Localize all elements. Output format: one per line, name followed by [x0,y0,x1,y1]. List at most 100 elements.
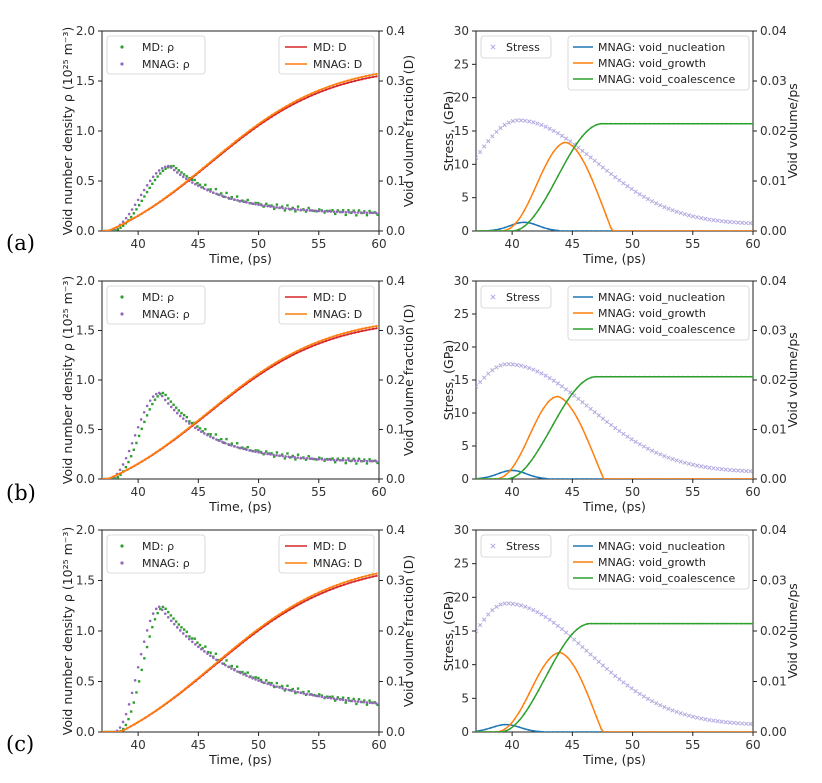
coalescence-point [696,122,699,125]
md-rho-point [220,192,223,195]
md-rho-point [188,420,191,423]
stress-point [633,689,638,694]
nucleation-line [476,723,753,732]
chart-a-left: 40 45 50 55 600.00.51.01.52.00.00.10.20.30.4… [60,24,416,266]
mnag-D-point [368,574,371,577]
md-rho-point [254,449,257,452]
mnag-rho-point [172,408,176,412]
md-rho-point [257,201,260,205]
mnag-D-point [111,730,114,732]
md-rho-point [198,427,202,430]
md-rho-point [262,205,265,208]
md-D-point [371,327,375,331]
stress-point [576,641,581,646]
stress-point [482,617,487,622]
coalescence-point [504,230,506,231]
y2-tick-label: 0.0 [386,725,405,739]
mnag-rho-point [197,428,200,432]
stress-point [510,118,516,124]
y-tick-label: 15 [454,373,469,387]
stress-point [699,464,704,469]
legend-stress: Stress [480,285,552,309]
legend-marker-md-rho [120,295,124,299]
mnag-D-point [230,392,234,395]
md-rho-point [365,462,369,465]
md-rho-point [243,447,247,450]
plot-area [102,572,379,732]
mnag-D-point [346,331,349,334]
mnag-rho-point [308,209,312,212]
mnag-D-point [375,72,378,76]
y-tick-label: 0.0 [76,472,95,486]
md-rho-point [307,206,310,210]
coalescence-point [720,375,723,378]
mnag-rho-point [350,699,354,703]
md-rho-point [159,172,162,175]
growth-point [667,478,670,479]
growth-point [715,230,718,231]
legend-marker-stress [490,44,496,50]
mnag-rho-point [227,196,230,200]
md-rho-point [365,214,369,217]
mnag-D-point [220,657,223,660]
coalescence-point [744,622,747,625]
y-axis-label: Void number density ρ (10²⁵ m⁻³) [60,527,75,736]
mnag-D-point [205,669,208,673]
y-tick-label: 25 [454,557,469,571]
stress-point [506,362,511,367]
y-axis-label: Void number density ρ (10²⁵ m⁻³) [60,276,75,485]
growth-point [518,455,521,458]
stress-point [633,189,638,194]
mnag-rho-point [296,208,300,211]
md-rho-point [307,690,310,693]
mnag-D-point [259,121,263,124]
growth-point [711,731,713,732]
stress-point [543,614,548,620]
mnag-D-point [227,145,230,149]
growth-point [595,189,598,191]
stress-point [522,118,528,123]
x-tick-label: 50 [625,485,640,499]
y-tick-label: 25 [454,57,469,71]
mnag-D-point [194,678,198,682]
coalescence-point [609,375,612,378]
mnag-D-point [144,458,147,461]
coalescence-point [624,622,627,625]
mnag-D-point [292,351,295,354]
md-D-point [310,345,313,348]
md-rho-point [331,209,334,212]
x-tick-label: 60 [745,738,760,752]
mnag-D-point [144,210,147,213]
md-rho-point [246,198,249,202]
stress-point [510,601,516,606]
stress-point [707,217,712,222]
nucleation-point [561,731,564,732]
growth-point [571,662,574,665]
coalescence-point [653,122,656,125]
stress-point [486,139,491,144]
mnag-rho-point [121,220,125,224]
growth-point [696,731,699,732]
md-rho-point [352,697,355,701]
growth-point [706,478,709,479]
mnag-D-point [187,178,190,181]
mnag-rho-point [314,457,318,461]
mnag-D-point [209,409,212,412]
legend-box [480,35,552,59]
y-axis-label: Stress, (GPa) [441,340,456,420]
mnag-rho-point [314,694,318,698]
md-D-point [296,604,299,607]
mnag-D-point [227,651,230,654]
growth-point [740,731,742,732]
stress-point [522,604,528,609]
mnag-D-point [375,324,378,328]
md-rho-point [267,452,271,455]
stress-point [502,362,507,367]
mnag-D-point [324,588,328,591]
stress-point [535,369,540,374]
mnag-rho-point [178,173,182,177]
mnag-rho-point [368,701,372,705]
md-D-point [339,584,342,588]
stress-point [576,145,581,150]
